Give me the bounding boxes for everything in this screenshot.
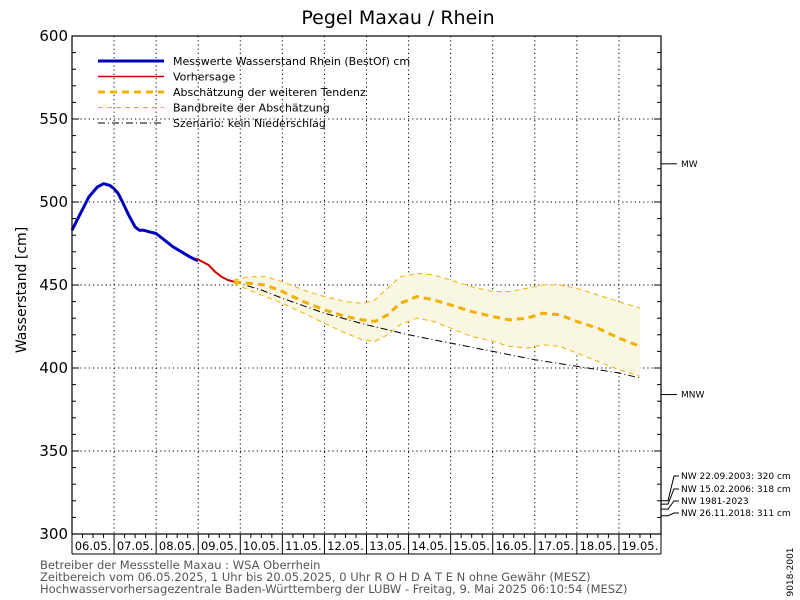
legend-label: Vorhersage xyxy=(173,71,235,84)
date-label: 07.05. xyxy=(117,539,154,553)
footer-operator: Betreiber der Messstelle Maxau : WSA Obe… xyxy=(40,558,320,572)
y-tick-label: 400 xyxy=(39,359,68,377)
date-label: 18.05. xyxy=(580,539,617,553)
date-label: 15.05. xyxy=(453,539,490,553)
ref-label-mnw: MNW xyxy=(681,391,704,401)
date-label: 06.05. xyxy=(75,539,112,553)
date-label: 10.05. xyxy=(243,539,280,553)
date-label: 17.05. xyxy=(538,539,575,553)
legend-label: Bandbreite der Abschätzung xyxy=(173,102,330,115)
footer-time-range: Zeitbereich vom 06.05.2025, 1 Uhr bis 20… xyxy=(40,570,591,584)
y-axis-label: Wasserstand [cm] xyxy=(14,227,30,353)
y-tick-label: 300 xyxy=(39,525,68,543)
date-label: 12.05. xyxy=(327,539,364,553)
reference-lines: MW MNW NW 22.09.2003: 320 cm NW 15.02.2006:… xyxy=(661,160,791,519)
band-lower-line xyxy=(233,282,641,377)
series-layer xyxy=(70,182,641,379)
ref-label-mw: MW xyxy=(681,160,698,170)
band-upper-line xyxy=(233,272,641,309)
low-water-leader xyxy=(661,488,679,505)
grid-layer xyxy=(72,36,661,534)
version-code: 9018-2001 xyxy=(786,547,796,596)
low-water-leader xyxy=(661,475,679,502)
legend-label: Messwerte Wasserstand Rhein (BestOf) cm xyxy=(173,55,410,68)
measured-series-line xyxy=(70,182,199,262)
y-tick-label: 500 xyxy=(39,193,68,211)
forecast-series-line xyxy=(195,257,235,283)
date-label: 11.05. xyxy=(285,539,322,553)
date-label: 13.05. xyxy=(369,539,406,553)
date-label: 16.05. xyxy=(495,539,532,553)
low-water-label: NW 26.11.2018: 311 cm xyxy=(681,509,791,519)
date-label: 08.05. xyxy=(159,539,196,553)
legend-label: Abschätzung der weiteren Tendenz xyxy=(173,86,366,99)
low-water-leader xyxy=(661,512,679,517)
chart-title: Pegel Maxau / Rhein xyxy=(301,7,494,29)
axis-layer: 300 350 400 450 500 550 600 06.05. 07.05. 08.05. 0… xyxy=(39,27,662,555)
low-water-leader xyxy=(661,500,679,510)
y-tick-label: 550 xyxy=(39,110,68,128)
y-tick-label: 350 xyxy=(39,442,68,460)
no-rain-scenario-line xyxy=(233,281,641,379)
low-water-label: NW 1981-2023 xyxy=(681,497,749,507)
date-label: 09.05. xyxy=(201,539,238,553)
legend: Messwerte Wasserstand Rhein (BestOf) cm V… xyxy=(98,55,410,130)
low-water-label: NW 15.02.2006: 318 cm xyxy=(681,485,791,495)
tendency-series-line xyxy=(233,280,641,348)
date-label: 14.05. xyxy=(411,539,448,553)
date-label: 19.05. xyxy=(622,539,659,553)
low-water-label: NW 22.09.2003: 320 cm xyxy=(681,472,791,482)
band-layer xyxy=(234,273,640,377)
y-tick-label: 600 xyxy=(39,27,68,45)
y-tick-label: 450 xyxy=(39,276,68,294)
tendency-band-fill xyxy=(234,273,640,377)
legend-label: Szenario: kein Niederschlag xyxy=(173,117,326,130)
footer-publisher: Hochwasservorhersagezentrale Baden-Württ… xyxy=(40,582,627,596)
